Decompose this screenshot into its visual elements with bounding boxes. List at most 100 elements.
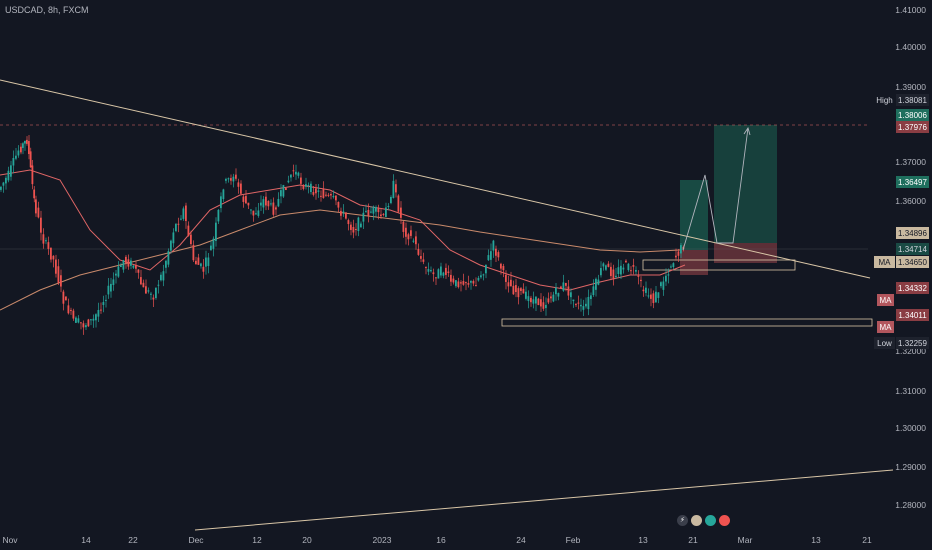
candle-body: [277, 198, 280, 207]
candle-body: [132, 265, 135, 268]
symbol-title[interactable]: USDCAD, 8h, FXCM: [5, 5, 89, 15]
price-badges: High 1.38081 1.38006 1.37976 1.36497 1.34896 1…: [874, 94, 929, 349]
support-box[interactable]: [501, 318, 873, 327]
candle-body: [127, 259, 130, 267]
candle-body: [195, 260, 197, 265]
candle-body: [662, 281, 665, 290]
price-tick-label: 1.40000: [895, 42, 926, 52]
indicator-icon-1[interactable]: [691, 515, 702, 526]
candle-body: [492, 240, 495, 251]
candle-body: [605, 265, 607, 270]
candle-body: [245, 196, 247, 204]
candle-body: [627, 263, 630, 271]
candle-body: [295, 171, 297, 175]
candle-body: [640, 279, 642, 282]
candle-body: [302, 185, 305, 189]
candle-body: [422, 259, 425, 262]
badge-value: 1.38006: [898, 111, 927, 120]
price-tick-label: 1.41000: [895, 5, 926, 15]
projection-path[interactable]: [682, 127, 749, 251]
candle-body: [367, 209, 370, 216]
candle-body: [267, 200, 270, 207]
candle-body: [182, 208, 185, 219]
descending-trendline[interactable]: [0, 79, 871, 279]
candle-body: [587, 296, 590, 310]
price-axis[interactable]: 1.41000 1.40000 1.39000 1.37000 1.36000 1.320…: [895, 5, 926, 510]
candle-body: [162, 271, 165, 281]
candle-body: [425, 267, 427, 269]
candle-body: [450, 274, 452, 282]
stop-zone-2[interactable]: [714, 243, 777, 263]
candle-body: [227, 178, 230, 180]
candle-body: [330, 193, 332, 196]
candle-body: [405, 227, 407, 237]
candle-body: [632, 265, 635, 267]
candle-body: [565, 282, 567, 286]
candle-body: [647, 295, 650, 297]
candle-body: [612, 269, 615, 280]
candle-body: [335, 195, 337, 201]
candle-body: [285, 187, 287, 190]
lightning-icon[interactable]: ⚡: [677, 515, 688, 526]
candle-body: [95, 314, 97, 321]
badge-value: 1.36497: [898, 178, 927, 187]
candle-body: [577, 302, 580, 304]
candle-body: [645, 287, 647, 293]
candle-body: [102, 302, 105, 305]
candle-body: [530, 297, 532, 303]
candle-body: [207, 257, 210, 266]
candle-body: [655, 291, 657, 303]
candle-body: [282, 185, 285, 197]
candle-body: [665, 275, 667, 282]
candle-body: [82, 323, 85, 328]
candle-body: [407, 234, 410, 240]
candle-body: [620, 265, 622, 275]
candle-body: [90, 319, 92, 321]
candle-body: [360, 223, 362, 228]
candle-body: [412, 240, 415, 242]
ascending-trendline[interactable]: [194, 469, 894, 531]
candle-body: [105, 299, 107, 301]
candle-body: [325, 194, 327, 196]
breakout-box[interactable]: [642, 259, 796, 271]
candle-body: [35, 199, 37, 214]
candle-body: [490, 251, 492, 260]
candle-body: [300, 177, 302, 184]
candle-body: [26, 139, 28, 144]
candle-body: [475, 285, 477, 287]
candle-body: [305, 184, 307, 187]
badge-value: 1.34896: [898, 229, 927, 238]
candle-body: [42, 234, 45, 244]
time-axis[interactable]: Nov 14 22 Dec 12 20 2023 16 24 Feb 13 21 Mar 13 21: [2, 535, 872, 545]
target-zone-2[interactable]: [714, 125, 777, 243]
price-badge: 1.34714: [896, 243, 929, 255]
candle-body: [427, 269, 430, 272]
indicator-icon-2[interactable]: [705, 515, 716, 526]
candle-body: [470, 280, 472, 283]
candle-body: [290, 174, 292, 178]
candle-body: [532, 299, 535, 304]
candle-body: [677, 251, 680, 256]
badge-label: High: [876, 96, 892, 105]
candle-body: [622, 267, 625, 270]
candle-body: [55, 259, 57, 274]
target-zone-1[interactable]: [680, 180, 708, 250]
candle-body: [597, 279, 600, 285]
candle-body: [547, 298, 550, 303]
time-tick-label: Mar: [738, 535, 753, 545]
badge-label: MA: [879, 258, 892, 267]
candle-body: [357, 217, 360, 232]
indicator-icon-3[interactable]: [719, 515, 730, 526]
candle-body: [637, 275, 640, 277]
candle-body: [652, 293, 655, 304]
candle-body: [150, 293, 152, 295]
candle-body: [477, 277, 480, 281]
candle-body: [205, 257, 207, 267]
candle-body: [515, 285, 517, 293]
candle-body: [365, 210, 367, 212]
candle-body: [650, 294, 652, 299]
stop-zone-1[interactable]: [680, 250, 708, 275]
candle-body: [77, 318, 80, 323]
candle-body: [215, 222, 217, 241]
